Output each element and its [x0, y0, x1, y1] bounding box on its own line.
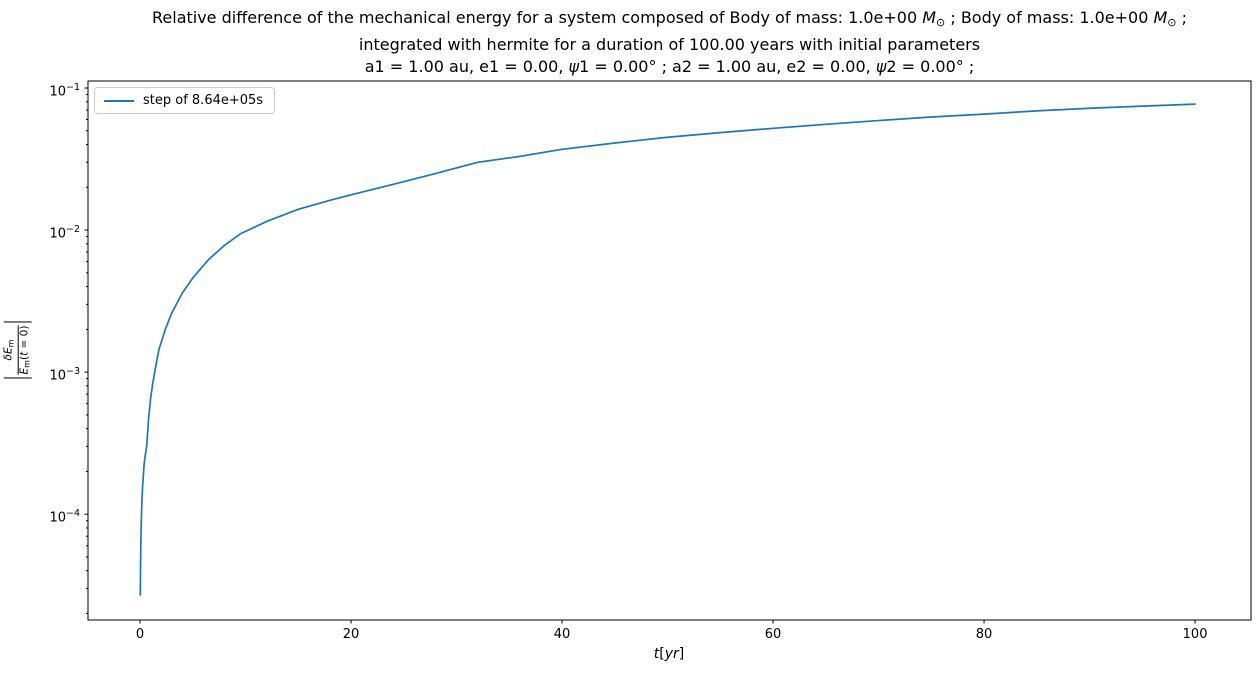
- text-segment: [: [659, 646, 665, 662]
- text-segment: ; Body of mass: 1.0e+00: [945, 8, 1154, 27]
- text-segment: δ: [2, 354, 15, 361]
- chart-title-line: Relative difference of the mechanical en…: [88, 7, 1251, 34]
- legend: step of 8.64e+05s: [94, 87, 276, 114]
- text-segment: E: [18, 367, 31, 375]
- chart-title: Relative difference of the mechanical en…: [88, 7, 1251, 78]
- text-segment: integrated with hermite for a duration o…: [358, 35, 981, 54]
- legend-label: step of 8.64e+05s: [143, 93, 264, 108]
- axes-spines: [87, 80, 1252, 621]
- text-segment: ⊙: [1167, 16, 1177, 29]
- ylabel-denominator: Em(t = 0): [18, 325, 33, 375]
- ylabel-fraction: δEm Em(t = 0): [2, 324, 33, 377]
- x-tick-label: 40: [553, 627, 571, 642]
- text-segment: t: [653, 646, 660, 662]
- chart-title-line: a1 = 1.00 au, e1 = 0.00, ψ1 = 0.00° ; a2…: [88, 56, 1251, 78]
- abs-bar-right: [4, 321, 32, 323]
- text-segment: t: [18, 351, 31, 356]
- x-tick-label: 80: [975, 627, 993, 642]
- x-tick-label: 20: [342, 627, 360, 642]
- text-segment: Relative difference of the mechanical en…: [152, 8, 923, 27]
- text-segment: ⊙: [936, 16, 946, 29]
- y-tick-label: 10−4: [49, 508, 80, 526]
- x-tick-label: 100: [1182, 627, 1208, 642]
- text-segment: yr: [664, 646, 679, 662]
- text-segment: M: [1153, 8, 1168, 27]
- x-axis-label: t[yr]: [654, 646, 684, 662]
- data-line: [139, 103, 1196, 596]
- text-segment: a1 = 1.00 au, e1 = 0.00,: [364, 57, 569, 76]
- text-segment: m: [22, 360, 32, 368]
- ylabel-numerator: δEm: [2, 339, 17, 361]
- text-segment: E: [2, 347, 15, 355]
- x-tick-label: 0: [135, 627, 145, 642]
- text-segment: ψ: [875, 57, 887, 76]
- y-axis-label: δEm Em(t = 0): [2, 321, 33, 380]
- y-tick-label: 10−1: [49, 81, 80, 100]
- x-tick-label: 60: [764, 627, 782, 642]
- text-segment: = 0): [18, 325, 31, 352]
- y-tick-label: 10−2: [49, 224, 80, 242]
- chart-title-line: integrated with hermite for a duration o…: [88, 34, 1251, 56]
- text-segment: ]: [678, 646, 685, 662]
- y-tick-label: 10−3: [49, 366, 80, 384]
- abs-bar-left: [4, 377, 32, 379]
- axis-ticks: [84, 87, 1196, 624]
- text-segment: (: [18, 355, 31, 361]
- text-segment: ;: [1176, 8, 1187, 27]
- text-segment: 1 = 0.00° ; a2 = 1.00 au, e2 = 0.00,: [579, 57, 876, 76]
- text-segment: M: [922, 8, 937, 27]
- legend-line-sample: [104, 99, 134, 102]
- text-segment: m: [6, 339, 16, 348]
- text-segment: ψ: [568, 57, 580, 76]
- text-segment: 2 = 0.00° ;: [886, 57, 975, 76]
